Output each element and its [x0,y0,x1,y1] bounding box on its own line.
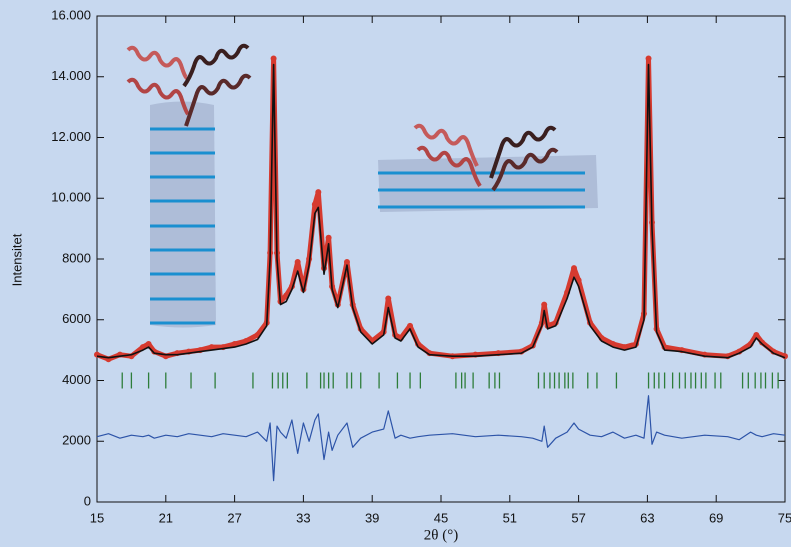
x-tick-label: 21 [159,510,173,525]
y-tick-label: 4000 [62,372,91,387]
observed-point [753,331,760,338]
observed-point [208,344,215,351]
observed-point [541,301,548,308]
y-tick-label: 14.000 [51,68,91,83]
observed-point [759,339,766,346]
observed-point [315,189,322,196]
x-tick-label: 57 [571,510,585,525]
y-tick-label: 2000 [62,433,91,448]
series-line [96,395,786,482]
x-tick-label: 63 [640,510,654,525]
x-tick-label: 15 [90,510,104,525]
observed-point [407,322,414,329]
observed-point [621,344,628,351]
y-tick-label: 10.000 [51,190,91,205]
observed-point [385,295,392,302]
y-tick-label: 6000 [62,311,91,326]
x-tick-label: 45 [434,510,448,525]
y-tick-label: 16.000 [51,7,91,22]
y-tick-label: 8000 [62,250,91,265]
observed-point [571,265,578,272]
observed-point [325,234,332,241]
observed-point [243,338,250,345]
x-tick-label: 27 [227,510,241,525]
y-tick-label: 0 [84,493,91,508]
inset-right [378,123,598,212]
x-tick-label: 75 [778,510,791,525]
inset-left [126,43,252,328]
x-tick-label: 69 [709,510,723,525]
x-axis-label: 2θ (°) [424,527,458,543]
observed-point [270,55,277,62]
x-tick-label: 39 [365,510,379,525]
observed-point [343,259,350,266]
observed-point [645,55,652,62]
x-tick-label: 33 [296,510,310,525]
observed-point [294,259,301,266]
series-line [96,63,786,359]
y-tick-label: 12.000 [51,129,91,144]
x-tick-label: 51 [503,510,517,525]
observed-point [311,201,318,208]
y-axis-label: Intensitet [9,233,24,286]
observed-point [231,341,238,348]
observed-point [145,341,152,348]
